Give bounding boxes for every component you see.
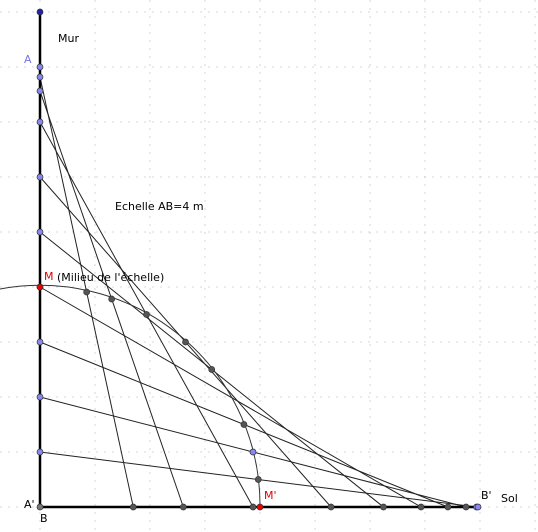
point (208, 366, 216, 373)
point-label: B (40, 512, 48, 525)
point-label: M' (264, 489, 277, 502)
point (36, 63, 44, 71)
point (327, 503, 335, 511)
point (249, 503, 257, 511)
point (444, 503, 452, 511)
point (36, 448, 44, 456)
point (129, 503, 137, 511)
point (143, 311, 150, 318)
point (36, 393, 44, 401)
point (380, 503, 387, 511)
point (182, 338, 189, 346)
point-label: A' (24, 498, 35, 511)
annotation: Echelle AB=4 m (115, 200, 204, 213)
point (36, 338, 44, 346)
point-label: A (24, 53, 32, 66)
point (254, 476, 262, 483)
point (256, 503, 264, 511)
point-label: B' (481, 489, 492, 502)
point (36, 173, 44, 181)
point (417, 503, 425, 511)
point (36, 118, 44, 126)
point (474, 503, 482, 511)
point-label: M (44, 270, 54, 283)
points (36, 8, 482, 511)
point (249, 448, 257, 456)
point (36, 87, 44, 95)
point (36, 8, 44, 16)
point (36, 73, 44, 81)
point (240, 421, 248, 428)
point (36, 283, 44, 291)
wall-label: Mur (58, 32, 79, 45)
annotation: (Milieu de l'échelle) (57, 271, 164, 284)
point (83, 288, 90, 296)
ladder (39, 286, 422, 508)
point (462, 503, 470, 511)
ladder-lines (39, 76, 477, 508)
point (36, 228, 44, 236)
point (179, 503, 187, 511)
point (36, 503, 44, 511)
floor-label: Sol (501, 492, 518, 505)
point (108, 295, 116, 303)
